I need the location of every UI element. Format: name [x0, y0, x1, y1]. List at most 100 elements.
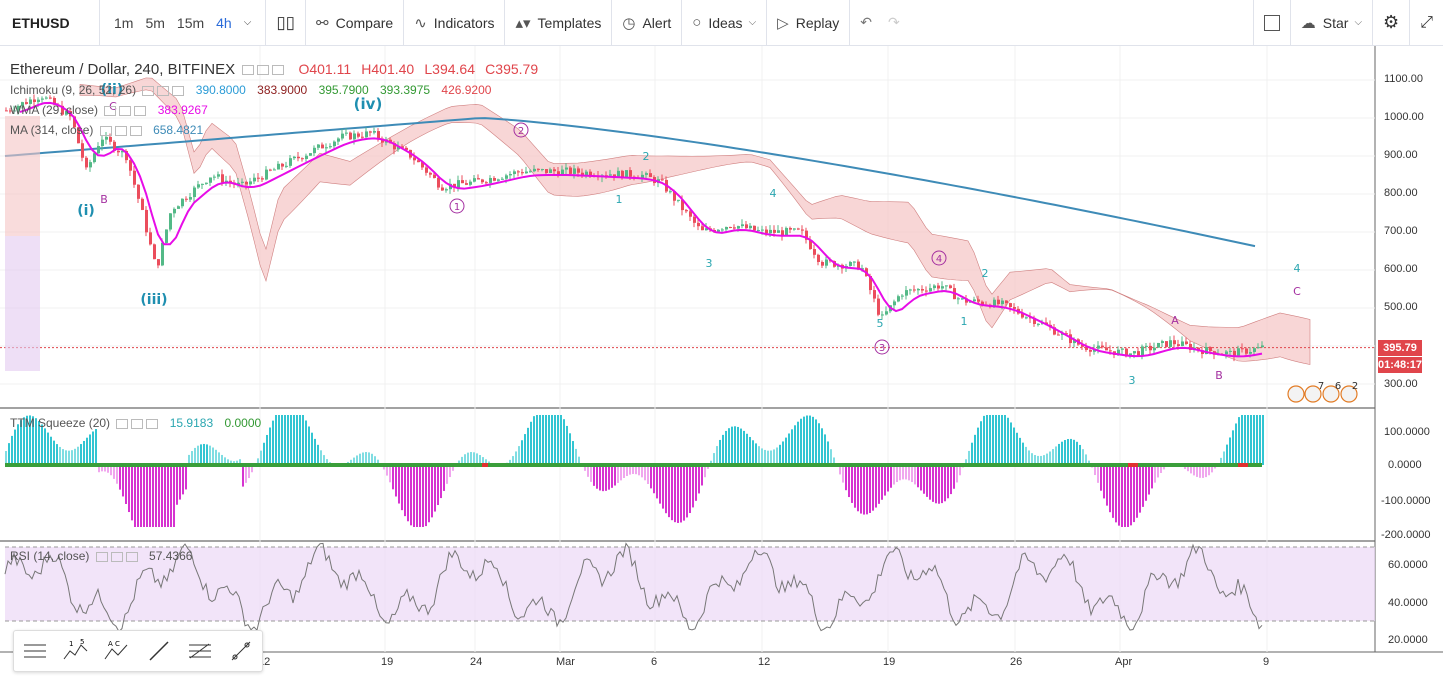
symbol-search[interactable]: ETHUSD [0, 0, 100, 46]
eye-icon[interactable] [110, 551, 123, 562]
candle-body [793, 228, 796, 230]
ideas-button[interactable]: ○ Ideas ⌵ [682, 0, 768, 46]
settings-icon[interactable] [142, 85, 155, 96]
eye-icon[interactable] [114, 125, 127, 136]
fib-icon[interactable] [183, 634, 217, 668]
chevron-down-icon[interactable]: ⌵ [243, 17, 252, 28]
candle-body [353, 133, 356, 140]
candle-body [269, 169, 272, 171]
ttm-bar [701, 465, 703, 486]
settings-button[interactable]: ⚙ [1372, 0, 1409, 46]
ttm-bar [476, 453, 478, 465]
settings-icon[interactable] [104, 105, 117, 116]
close-icon[interactable] [125, 551, 138, 562]
candle-body [81, 143, 84, 158]
chart-type-button[interactable]: ▯▯ [266, 0, 307, 46]
rsi-band [5, 547, 1375, 621]
rsi-axis-label: 60.0000 [1388, 559, 1428, 571]
close-icon[interactable] [129, 125, 142, 136]
candle-body [797, 228, 800, 230]
ttm-bar [632, 465, 634, 474]
chart-area[interactable]: (iv) (iii) (i) (ii) B C 1 2 3 4 2 1 4 3 5 2 1 3 4 A B C 7 6 2 Et… [0, 46, 1443, 677]
ohlc-open: O401.11 [298, 61, 352, 77]
ttm-bar [203, 443, 205, 465]
close-icon[interactable] [172, 85, 185, 96]
ttm-bar [23, 417, 25, 465]
ttm-bar [656, 465, 658, 499]
replay-button[interactable]: ▷ Replay [767, 0, 851, 46]
wave-label: B [1215, 369, 1223, 382]
ttm-bar [818, 423, 820, 465]
ttm-bar [539, 415, 541, 465]
ttm-bar [842, 465, 844, 483]
settings-icon[interactable] [257, 65, 270, 76]
candle-body [357, 133, 360, 137]
abc-wave-icon[interactable]: A C [100, 634, 134, 668]
ttm-bar [80, 444, 82, 465]
eye-icon[interactable] [157, 85, 170, 96]
trend-line-icon[interactable] [142, 634, 176, 668]
eye-icon[interactable] [242, 65, 255, 76]
ttm-bar [278, 415, 280, 465]
candle-body [561, 169, 564, 176]
ttm-bar [242, 465, 244, 487]
candle-body [33, 99, 36, 103]
alert-button[interactable]: ◷ Alert [612, 0, 683, 46]
ttm-bar [98, 465, 100, 473]
close-icon[interactable] [146, 418, 159, 429]
ttm-bar [689, 465, 691, 514]
measure-icon[interactable] [224, 634, 258, 668]
fullscreen-button[interactable]: ⤢ [1409, 0, 1443, 46]
eye-icon[interactable] [131, 418, 144, 429]
settings-icon[interactable] [95, 551, 108, 562]
ohlc-high: H401.40 [361, 61, 415, 77]
timeframe-4h[interactable]: 4h [216, 14, 232, 31]
candle-body [205, 182, 208, 184]
candle-body [65, 110, 68, 115]
eye-icon[interactable] [119, 105, 132, 116]
fullscreen-layout-button[interactable] [1252, 0, 1290, 46]
rsi-axis-label: 20.0000 [1388, 634, 1428, 646]
ttm-bar [1241, 415, 1243, 465]
ttm-bar [140, 465, 142, 527]
ttm-bar [1064, 440, 1066, 465]
settings-icon[interactable] [116, 418, 129, 429]
candle-body [285, 165, 288, 167]
ttm-bar [485, 459, 487, 465]
main-legend: Ethereum / Dollar, 240, BITFINEX O401.11… [10, 61, 538, 78]
indicators-button[interactable]: ∿ Indicators [404, 0, 506, 46]
settings-icon[interactable] [99, 125, 112, 136]
ohlc-close: C395.79 [485, 61, 539, 77]
timeframe-15m[interactable]: 15m [176, 14, 205, 31]
templates-button[interactable]: ▴▾ Templates [505, 0, 613, 46]
timeframe-group: 1m 5m 15m 4h ⌵ [100, 0, 267, 46]
close-icon[interactable] [134, 105, 147, 116]
candle-body [361, 136, 364, 138]
more-icon[interactable] [272, 65, 285, 76]
redo-icon[interactable]: ↷ [888, 14, 900, 30]
ttm-bar [905, 465, 907, 480]
ttm-bar [323, 455, 325, 465]
lines-menu-icon[interactable] [18, 634, 52, 668]
candle-body [77, 127, 80, 144]
ttm-bar [221, 454, 223, 465]
ttm-bar [176, 465, 178, 505]
undo-button[interactable]: ↶ ↷ [850, 0, 909, 46]
ttm-bar [239, 459, 241, 465]
event-flag-icon [1322, 385, 1340, 403]
ttm-bar [1244, 415, 1246, 465]
ttm-bar [437, 465, 439, 506]
ttm-bar [206, 444, 208, 465]
ttm-bar [935, 465, 937, 504]
timeframe-1m[interactable]: 1m [114, 14, 134, 31]
ttm-bar [743, 430, 745, 465]
candle-body [281, 163, 284, 167]
timeframe-5m[interactable]: 5m [145, 14, 165, 31]
ttm-bar [1022, 442, 1024, 465]
ttm-bar [1034, 455, 1036, 465]
ttm-bar [536, 415, 538, 465]
star-button[interactable]: ☁ Star ⌵ [1289, 0, 1372, 46]
compare-button[interactable]: ⚯ Compare [306, 0, 405, 46]
